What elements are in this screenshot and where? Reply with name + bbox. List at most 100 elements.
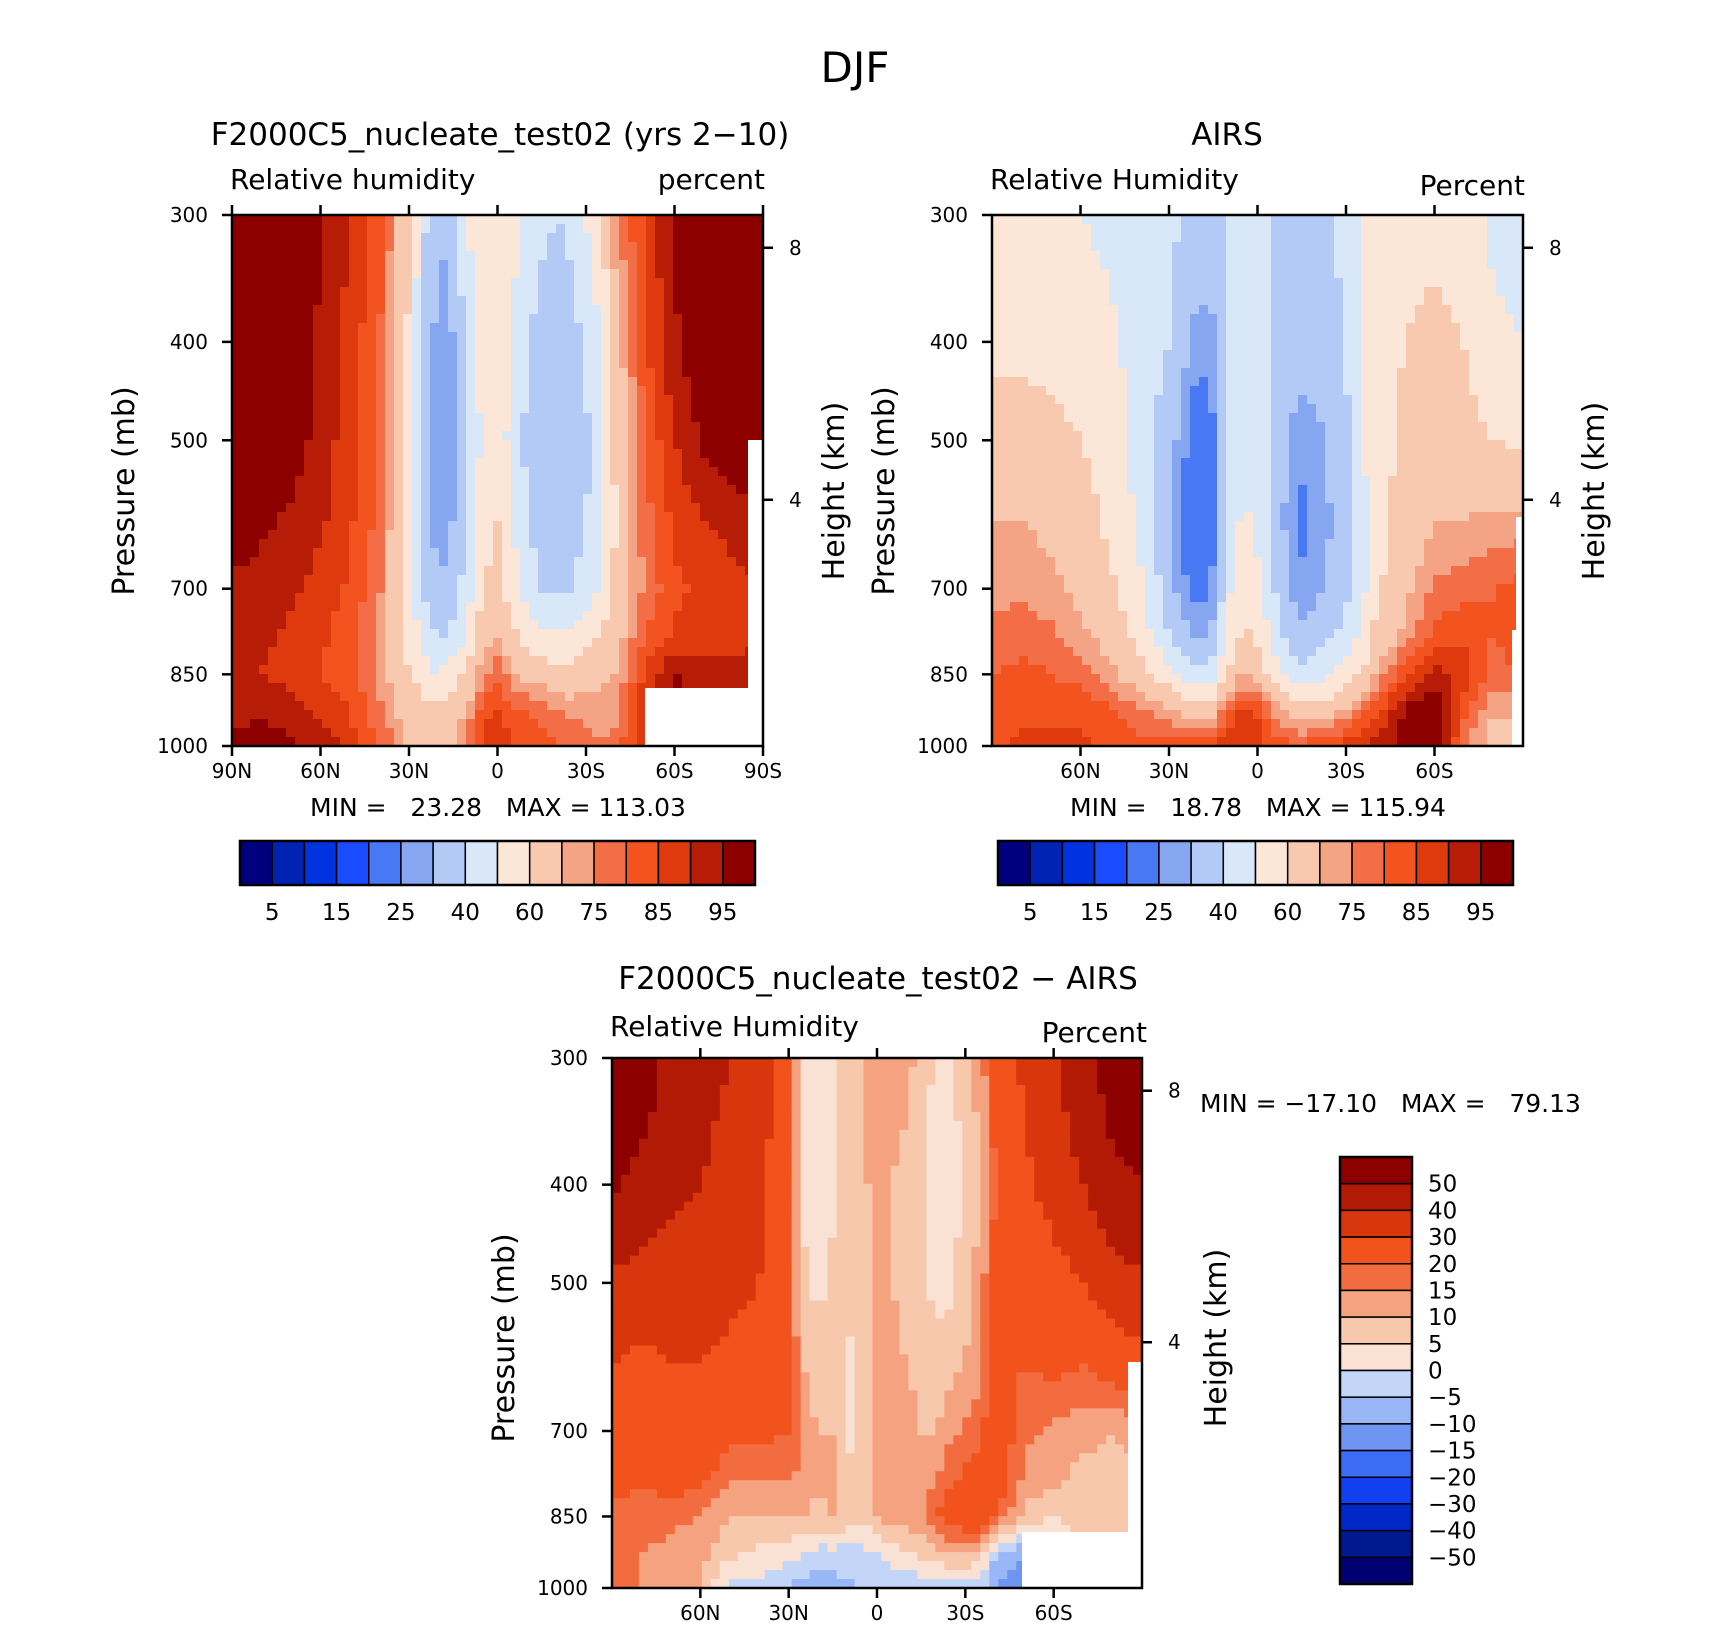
field-cell [439, 737, 449, 747]
field-cell [646, 296, 656, 306]
field-cell [412, 683, 422, 693]
field-cell [565, 521, 575, 531]
field-cell [718, 305, 728, 315]
field-cell [1163, 386, 1173, 396]
field-cell [484, 278, 494, 288]
field-cell [1109, 521, 1119, 531]
field-cell [511, 611, 521, 621]
field-cell [529, 278, 539, 288]
field-cell [538, 422, 548, 432]
field-cell [1145, 413, 1155, 423]
field-cell [1154, 404, 1164, 414]
field-cell [349, 377, 359, 387]
field-cell [992, 404, 1002, 414]
field-cell [448, 584, 458, 594]
field-cell [457, 467, 467, 477]
field-cell [1073, 566, 1083, 576]
field-cell [376, 665, 386, 675]
field-cell [484, 215, 494, 225]
field-cell [322, 305, 332, 315]
field-cell [484, 656, 494, 666]
field-cell [601, 215, 611, 225]
field-cell [520, 620, 530, 630]
field-cell [556, 557, 566, 567]
field-cell [394, 701, 404, 711]
field-cell [1199, 728, 1209, 738]
field-cell [1064, 422, 1074, 432]
field-cell [250, 656, 260, 666]
field-cell [511, 485, 521, 495]
field-cell [304, 305, 314, 315]
field-cell [1145, 314, 1155, 324]
field-cell [448, 638, 458, 648]
field-cell [286, 638, 296, 648]
field-cell [1163, 413, 1173, 423]
field-cell [412, 431, 422, 441]
field-cell [1055, 233, 1065, 243]
field-cell [992, 431, 1002, 441]
field-cell [313, 539, 323, 549]
field-cell [1208, 395, 1218, 405]
field-cell [457, 278, 467, 288]
field-cell [1064, 674, 1074, 684]
field-cell [457, 377, 467, 387]
field-cell [295, 674, 305, 684]
field-cell [349, 602, 359, 612]
field-cell [511, 377, 521, 387]
field-cell [610, 467, 620, 477]
field-cell [304, 485, 314, 495]
field-cell [475, 476, 485, 486]
field-cell [718, 611, 728, 621]
field-cell [250, 539, 260, 549]
field-cell [367, 692, 377, 702]
field-cell [439, 323, 449, 333]
field-cell [511, 737, 521, 747]
field-cell [349, 476, 359, 486]
field-cell [457, 503, 467, 513]
field-cell [1046, 269, 1056, 279]
field-cell [1046, 395, 1056, 405]
field-cell [1055, 323, 1065, 333]
field-cell [1208, 251, 1218, 261]
field-cell [268, 422, 278, 432]
field-cell [403, 215, 413, 225]
field-cell [583, 278, 593, 288]
field-cell [727, 656, 737, 666]
field-cell [484, 251, 494, 261]
field-cell [367, 665, 377, 675]
field-cell [1118, 431, 1128, 441]
field-cell [529, 710, 539, 720]
field-cell [250, 323, 260, 333]
field-cell [394, 377, 404, 387]
field-cell [1073, 656, 1083, 666]
field-cell [1100, 557, 1110, 567]
field-cell [1136, 503, 1146, 513]
field-cell [1109, 494, 1119, 504]
field-cell [286, 737, 296, 747]
field-cell [1100, 611, 1110, 621]
field-cell [1190, 404, 1200, 414]
field-cell [583, 683, 593, 693]
field-cell [637, 440, 647, 450]
field-cell [574, 521, 584, 531]
field-cell [1154, 485, 1164, 495]
field-cell [547, 251, 557, 261]
field-cell [745, 404, 755, 414]
field-cell [286, 566, 296, 576]
field-cell [1064, 323, 1074, 333]
field-cell [709, 332, 719, 342]
field-cell [1019, 467, 1029, 477]
field-cell [1082, 323, 1092, 333]
field-cell [412, 593, 422, 603]
field-cell [493, 413, 503, 423]
field-cell [727, 440, 737, 450]
field-cell [349, 458, 359, 468]
field-cell [511, 359, 521, 369]
y-tick-label: 700 [170, 577, 208, 601]
field-cell [1172, 620, 1182, 630]
field-cell [538, 674, 548, 684]
field-cell [1100, 404, 1110, 414]
field-cell [547, 440, 557, 450]
field-cell [367, 458, 377, 468]
field-cell [574, 638, 584, 648]
